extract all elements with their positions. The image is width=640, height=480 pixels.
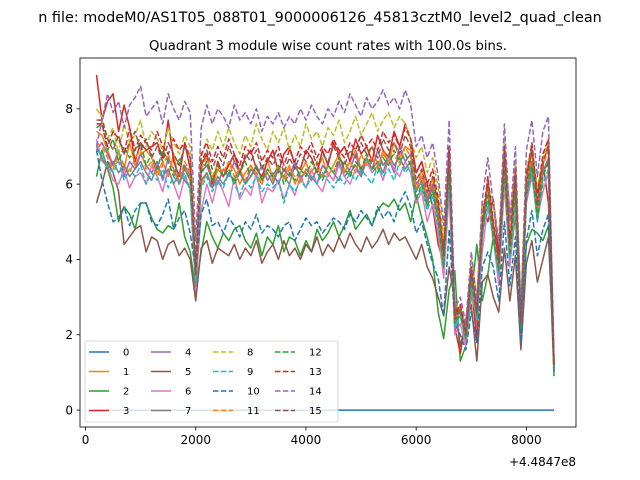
chart-title: Quadrant 3 module wise count rates with … bbox=[149, 39, 507, 54]
legend-label-9: 9 bbox=[247, 367, 253, 378]
legend-label-14: 14 bbox=[309, 387, 322, 398]
series-line-9 bbox=[96, 149, 555, 369]
legend-label-11: 11 bbox=[247, 406, 260, 417]
series-line-10 bbox=[95, 150, 555, 373]
y-axis: 0 2 4 6 8 bbox=[65, 102, 80, 417]
legend-label-15: 15 bbox=[309, 406, 322, 417]
legend-label-4: 4 bbox=[185, 348, 191, 359]
legend-label-1: 1 bbox=[123, 367, 129, 378]
legend-label-2: 2 bbox=[123, 387, 129, 398]
axes-frame bbox=[79, 57, 577, 428]
x-tick-label: 2000 bbox=[180, 433, 211, 447]
x-tick-label: 4000 bbox=[291, 433, 322, 447]
series-line-2 bbox=[95, 149, 555, 377]
legend-label-13: 13 bbox=[309, 367, 322, 378]
chart-suptitle: n file: modeM0/AS1T05_088T01_9000006126_… bbox=[38, 10, 602, 26]
series-line-12 bbox=[96, 123, 555, 369]
legend-label-3: 3 bbox=[123, 406, 129, 417]
x-axis: 0 2000 4000 6000 8000 bbox=[82, 427, 542, 447]
y-tick-label: 0 bbox=[65, 403, 73, 417]
x-tick-label: 6000 bbox=[401, 433, 432, 447]
legend-label-0: 0 bbox=[123, 348, 129, 359]
legend-box bbox=[84, 340, 339, 423]
y-tick-label: 8 bbox=[65, 102, 73, 116]
legend-label-10: 10 bbox=[247, 387, 260, 398]
legend-label-5: 5 bbox=[185, 367, 191, 378]
x-tick-label: 8000 bbox=[511, 433, 542, 447]
x-offset-label: +4.4847e8 bbox=[509, 455, 576, 469]
series-line-15 bbox=[96, 119, 555, 365]
legend-label-8: 8 bbox=[247, 348, 253, 359]
y-tick-label: 4 bbox=[65, 253, 73, 267]
legend-label-12: 12 bbox=[309, 348, 322, 359]
series-layer bbox=[95, 74, 555, 411]
y-tick-label: 2 bbox=[65, 328, 73, 342]
series-line-14 bbox=[95, 85, 555, 358]
legend-label-6: 6 bbox=[185, 387, 191, 398]
legend-label-7: 7 bbox=[185, 406, 191, 417]
series-line-5 bbox=[95, 160, 555, 362]
x-tick-label: 0 bbox=[82, 433, 90, 447]
y-tick-label: 6 bbox=[65, 177, 73, 191]
